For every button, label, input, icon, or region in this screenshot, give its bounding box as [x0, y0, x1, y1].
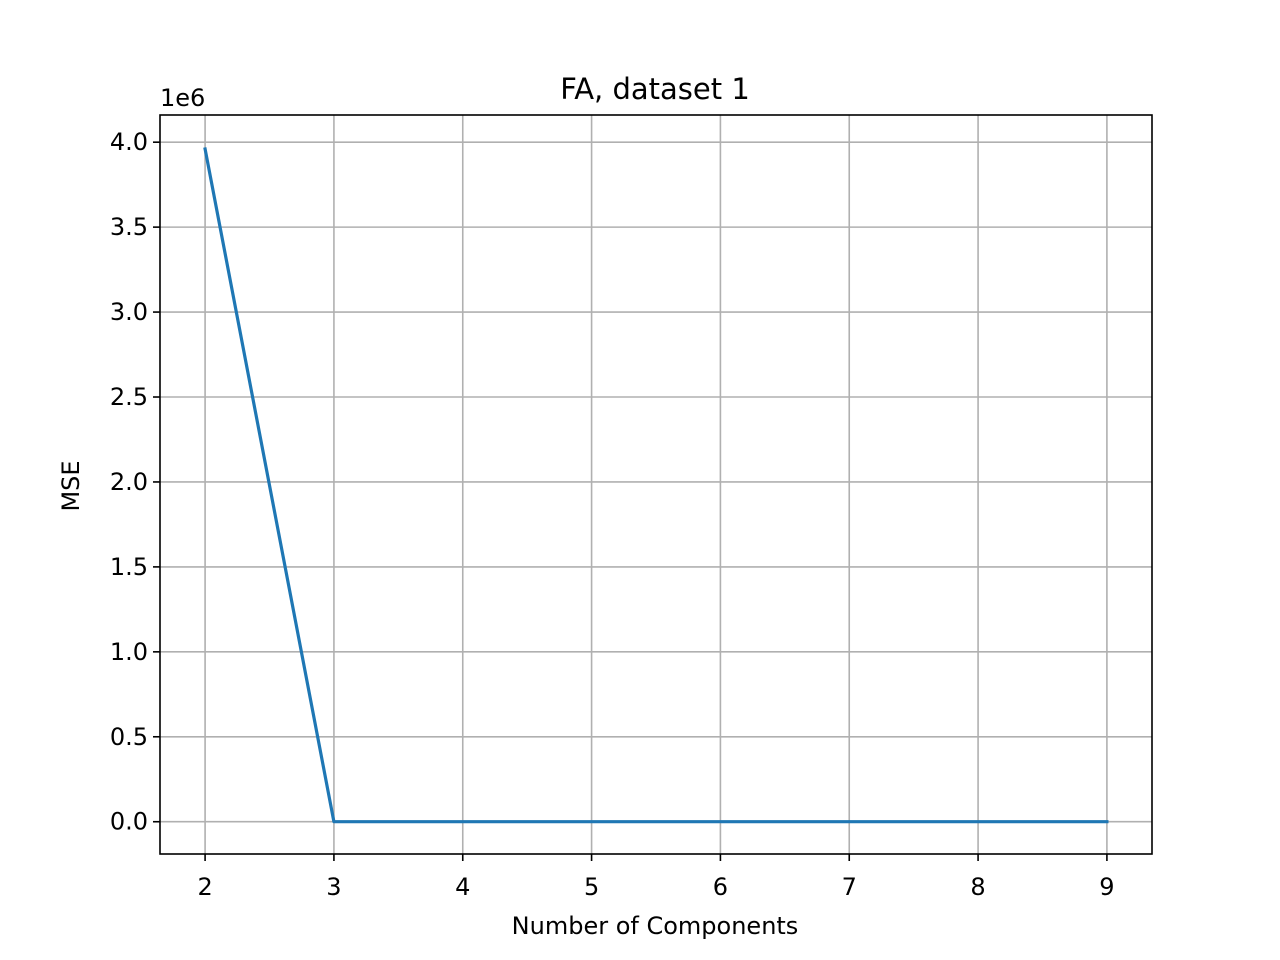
series-layer	[203, 147, 1109, 824]
x-axis-label: Number of Components	[512, 912, 799, 940]
x-tick-label: 4	[455, 873, 470, 901]
y-tick-label: 1.5	[110, 553, 148, 581]
y-tick-label: 3.0	[110, 298, 148, 326]
x-tick-label: 8	[970, 873, 985, 901]
y-axis-ticks: 0.0 0.5 1.0 1.5 2.0 2.5 3.0 3.5 4.0	[110, 128, 160, 836]
y-tick-label: 2.5	[110, 383, 148, 411]
y-tick-label: 4.0	[110, 128, 148, 156]
series-line-0	[203, 147, 1109, 824]
x-tick-label: 9	[1099, 873, 1114, 901]
chart-title: FA, dataset 1	[560, 72, 750, 106]
x-tick-label: 6	[713, 873, 728, 901]
x-tick-label: 3	[326, 873, 341, 901]
plot-frame	[159, 114, 1153, 855]
x-tick-label: 5	[584, 873, 599, 901]
x-tick-label: 2	[197, 873, 212, 901]
x-axis-ticks: 2 3 4 5 6 7 8 9	[197, 854, 1115, 901]
y-axis-offset-label: 1e6	[160, 84, 205, 112]
y-tick-label: 0.5	[110, 723, 148, 751]
y-tick-label: 2.0	[110, 468, 148, 496]
grid	[160, 115, 1152, 854]
y-tick-label: 1.0	[110, 638, 148, 666]
y-tick-label: 3.5	[110, 213, 148, 241]
x-tick-label: 7	[842, 873, 857, 901]
y-tick-label: 0.0	[110, 808, 148, 836]
y-axis-label: MSE	[57, 460, 85, 511]
